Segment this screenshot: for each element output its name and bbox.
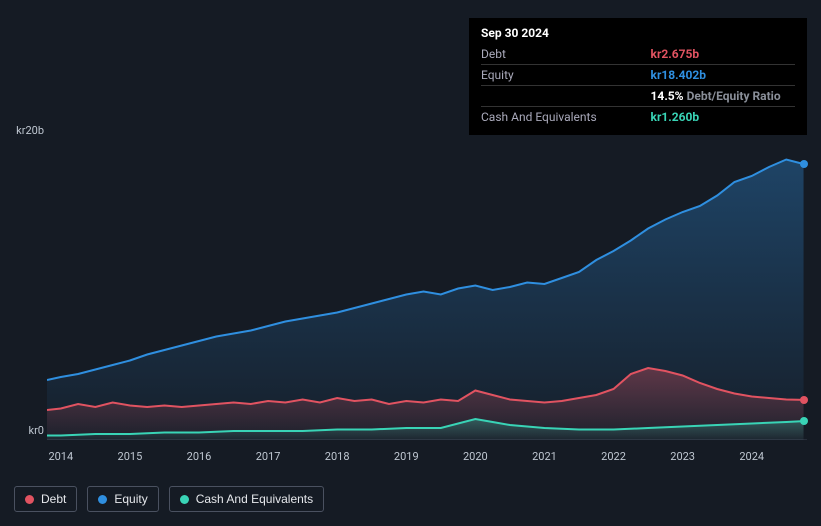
legend-label: Debt bbox=[41, 492, 66, 506]
legend-item-equity[interactable]: Equity bbox=[87, 486, 158, 512]
tooltip-row-value: kr2.675b bbox=[651, 44, 795, 65]
x-axis-tick-label: 2023 bbox=[670, 450, 695, 463]
tooltip-row-label: Debt bbox=[481, 44, 651, 65]
series-end-marker-debt bbox=[800, 396, 808, 404]
circle-icon bbox=[98, 495, 107, 504]
series-end-marker-equity bbox=[800, 160, 808, 168]
circle-icon bbox=[25, 495, 34, 504]
series-end-marker-cash bbox=[800, 417, 808, 425]
x-axis-tick-label: 2016 bbox=[187, 450, 212, 463]
tooltip-ratio-text: Debt/Equity Ratio bbox=[687, 89, 781, 103]
x-axis-tick-label: 2024 bbox=[739, 450, 764, 463]
legend-label: Equity bbox=[114, 492, 147, 506]
chart-tooltip: Sep 30 2024 Debt kr2.675b Equity kr18.40… bbox=[469, 18, 807, 135]
chart-legend: Debt Equity Cash And Equivalents bbox=[14, 486, 324, 512]
circle-icon bbox=[180, 495, 189, 504]
tooltip-row-value: 14.5%Debt/Equity Ratio bbox=[651, 86, 795, 107]
x-axis-tick-label: 2019 bbox=[394, 450, 419, 463]
tooltip-row-label: Equity bbox=[481, 65, 651, 86]
tooltip-table: Debt kr2.675b Equity kr18.402b 14.5%Debt… bbox=[481, 44, 795, 127]
legend-item-cash[interactable]: Cash And Equivalents bbox=[169, 486, 324, 512]
x-axis-tick-label: 2020 bbox=[463, 450, 488, 463]
tooltip-row-label bbox=[481, 86, 651, 107]
y-axis-tick-label: kr0 bbox=[4, 424, 44, 437]
legend-label: Cash And Equivalents bbox=[196, 492, 313, 506]
x-axis-tick-label: 2017 bbox=[256, 450, 281, 463]
tooltip-row-label: Cash And Equivalents bbox=[481, 107, 651, 128]
area-chart bbox=[47, 140, 807, 440]
tooltip-row-value: kr18.402b bbox=[651, 65, 795, 86]
x-axis-tick-label: 2018 bbox=[325, 450, 350, 463]
x-axis-tick-label: 2021 bbox=[532, 450, 557, 463]
x-axis-tick-label: 2015 bbox=[118, 450, 143, 463]
legend-item-debt[interactable]: Debt bbox=[14, 486, 77, 512]
x-axis-tick-label: 2022 bbox=[601, 450, 626, 463]
tooltip-ratio-pct: 14.5% bbox=[651, 89, 684, 103]
tooltip-row-value: kr1.260b bbox=[651, 107, 795, 128]
tooltip-date: Sep 30 2024 bbox=[481, 26, 795, 40]
x-axis-tick-label: 2014 bbox=[48, 450, 73, 463]
y-axis-tick-label: kr20b bbox=[4, 124, 44, 137]
